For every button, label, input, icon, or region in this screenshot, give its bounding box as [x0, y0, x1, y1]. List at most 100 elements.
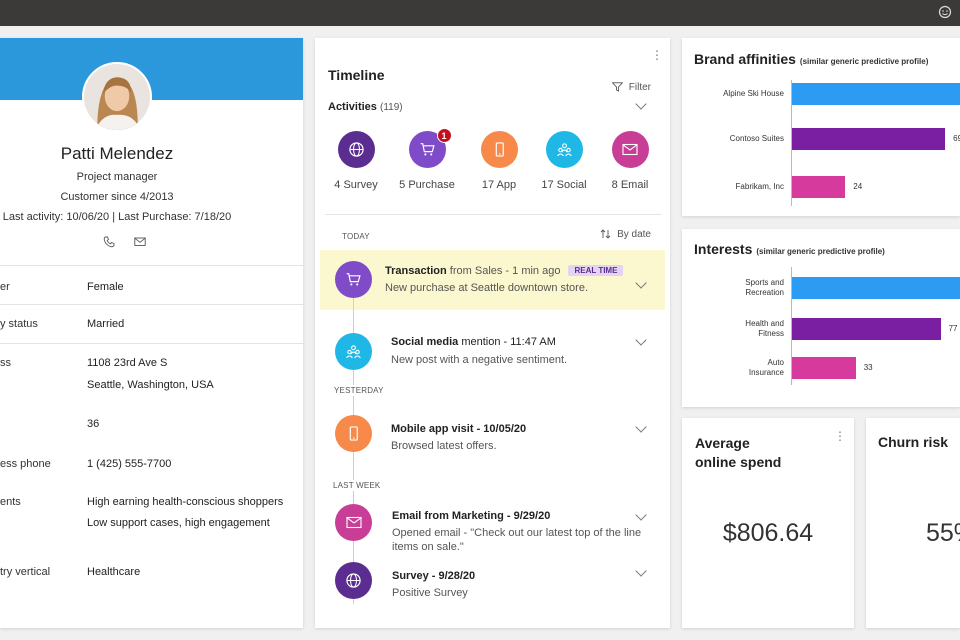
customer-role: Project manager: [76, 171, 158, 183]
filter-label: Filter: [628, 82, 651, 93]
timeline-title: Timeline: [328, 67, 385, 83]
timeline-card: ⋮ Timeline Filter Activities (119) 4 Sur…: [315, 38, 670, 628]
contact-icons: [103, 236, 147, 250]
brand-affinities-title: Brand affinities (similar generic predict…: [694, 51, 929, 67]
chart-axis: [791, 267, 792, 385]
field-value-segment-1: High earning health-conscious shoppers: [87, 496, 284, 508]
bar-category-label: Alpine Ski House: [723, 89, 784, 98]
activity-filter-social[interactable]: 17 Social: [534, 131, 594, 191]
activity-filter-email[interactable]: 8 Email: [600, 131, 660, 191]
event-subtitle-line2: items on sale.": [392, 541, 464, 553]
field-label-industry-vertical: try vertical: [0, 566, 51, 578]
bar-category-label: Health and Fitness: [745, 319, 784, 338]
event-title[interactable]: Survey - 9/28/20: [392, 570, 476, 582]
event-subtitle: New post with a negative sentiment.: [391, 354, 568, 366]
sort-by-date-button[interactable]: By date: [600, 229, 651, 240]
field-label-gender: er: [0, 281, 10, 293]
phone-app-icon: [335, 415, 372, 452]
top-bar: [0, 0, 960, 26]
activity-filter-label: 4 Survey: [334, 179, 378, 191]
cart-icon: [335, 261, 372, 298]
bar-category-label: Auto Insurance: [748, 358, 784, 377]
phone-icon[interactable]: [103, 236, 115, 248]
customer-name: Patti Melendez: [60, 144, 174, 163]
event-subtitle: Browsed latest offers.: [391, 440, 497, 452]
bar-value-label: 24: [853, 182, 863, 191]
interests-title: Interests (similar generic predictive pro…: [694, 241, 885, 257]
social-icon: [545, 131, 583, 168]
divider: [0, 265, 303, 266]
social-icon: [335, 333, 372, 370]
event-subtitle: Opened email - "Check out our latest top…: [392, 527, 642, 539]
average-spend-card: ⋮ Average online spend $806.64: [682, 418, 854, 628]
mail-icon: [611, 131, 649, 168]
real-time-badge: REAL TIME: [568, 265, 624, 276]
divider: [0, 304, 303, 305]
field-value-gender: Female: [87, 281, 124, 293]
bar-value-label: 77: [948, 324, 958, 333]
activity-filter-survey[interactable]: 4 Survey: [326, 131, 386, 191]
event-subtitle: New purchase at Seattle downtown store.: [385, 282, 589, 294]
filter-icon: [611, 82, 624, 93]
activity-filter-label: 5 Purchase: [399, 179, 455, 191]
divider: [0, 343, 303, 344]
average-spend-title: Average online spend: [695, 435, 782, 470]
bar[interactable]: [792, 357, 856, 379]
field-label-address: ss: [0, 357, 11, 369]
activities-header[interactable]: Activities (119): [328, 101, 403, 113]
last-activity: Last activity: 10/06/20 | Last Purchase:…: [2, 211, 232, 223]
activity-filter-app[interactable]: 17 App: [469, 131, 529, 191]
churn-risk-value: 55%: [926, 519, 960, 547]
bar[interactable]: [792, 128, 946, 150]
more-options-icon[interactable]: ⋮: [834, 429, 846, 443]
event-title[interactable]: Social media mention - 11:47 AM: [391, 336, 556, 348]
brand-affinities-card: Brand affinities (similar generic predict…: [682, 38, 960, 216]
avatar: [82, 62, 152, 132]
globe-icon: [335, 562, 372, 599]
bar[interactable]: [792, 277, 960, 299]
feedback-smile-icon[interactable]: [938, 5, 952, 19]
customer-since: Customer since 4/2013: [60, 191, 174, 203]
activity-filter-purchase[interactable]: 1 5 Purchase: [397, 128, 457, 191]
expand-chevron-icon[interactable]: [635, 421, 647, 433]
bar-category-label: Fabrikam, Inc: [735, 182, 784, 191]
bar[interactable]: [792, 318, 941, 340]
bar[interactable]: [792, 176, 846, 198]
mail-icon: [335, 504, 372, 541]
event-title[interactable]: Email from Marketing - 9/29/20: [392, 510, 551, 522]
field-value-segment-2: Low support cases, high engagement: [87, 517, 270, 529]
interests-card: Interests (similar generic predictive pro…: [682, 229, 960, 407]
activity-filter-label: 17 App: [481, 179, 517, 191]
field-value-industry-vertical: Healthcare: [87, 566, 141, 578]
divider: [325, 214, 662, 215]
field-value-address-line1: 1108 23rd Ave S: [87, 357, 168, 369]
sort-label: By date: [617, 229, 651, 240]
bar-value-label: 33: [863, 363, 873, 372]
bar-value-label: 69: [953, 134, 960, 143]
bar[interactable]: [792, 83, 960, 105]
expand-chevron-icon[interactable]: [635, 509, 647, 521]
section-last-week: LAST WEEK: [333, 480, 381, 491]
highlighted-event-row[interactable]: [320, 250, 665, 310]
field-label-segments: ents: [0, 496, 21, 508]
section-yesterday: YESTERDAY: [334, 385, 384, 396]
expand-chevron-icon[interactable]: [635, 565, 647, 577]
sort-icon: [600, 229, 611, 239]
event-title[interactable]: Mobile app visit - 10/05/20: [391, 423, 527, 435]
mail-icon[interactable]: [134, 237, 146, 247]
customer-profile-card: Patti Melendez Project manager Customer …: [0, 38, 303, 628]
profile-banner: [0, 38, 303, 100]
field-label-marital-status: y status: [0, 318, 38, 330]
cart-icon: 1: [408, 128, 452, 168]
event-title: Transaction from Sales - 1 min ago REAL T…: [385, 265, 624, 277]
field-value-business-phone[interactable]: 1 (425) 555-7700: [87, 458, 172, 470]
expand-chevron-icon[interactable]: [635, 334, 647, 346]
more-options-icon[interactable]: ⋮: [651, 48, 663, 62]
activity-filter-label: 8 Email: [611, 179, 649, 191]
event-subtitle: Positive Survey: [392, 587, 468, 599]
field-value-marital-status: Married: [87, 318, 125, 330]
phone-app-icon: [480, 131, 518, 168]
chevron-down-icon[interactable]: [635, 98, 647, 110]
churn-risk-title: Churn risk: [878, 434, 949, 450]
filter-button[interactable]: Filter: [611, 82, 651, 93]
